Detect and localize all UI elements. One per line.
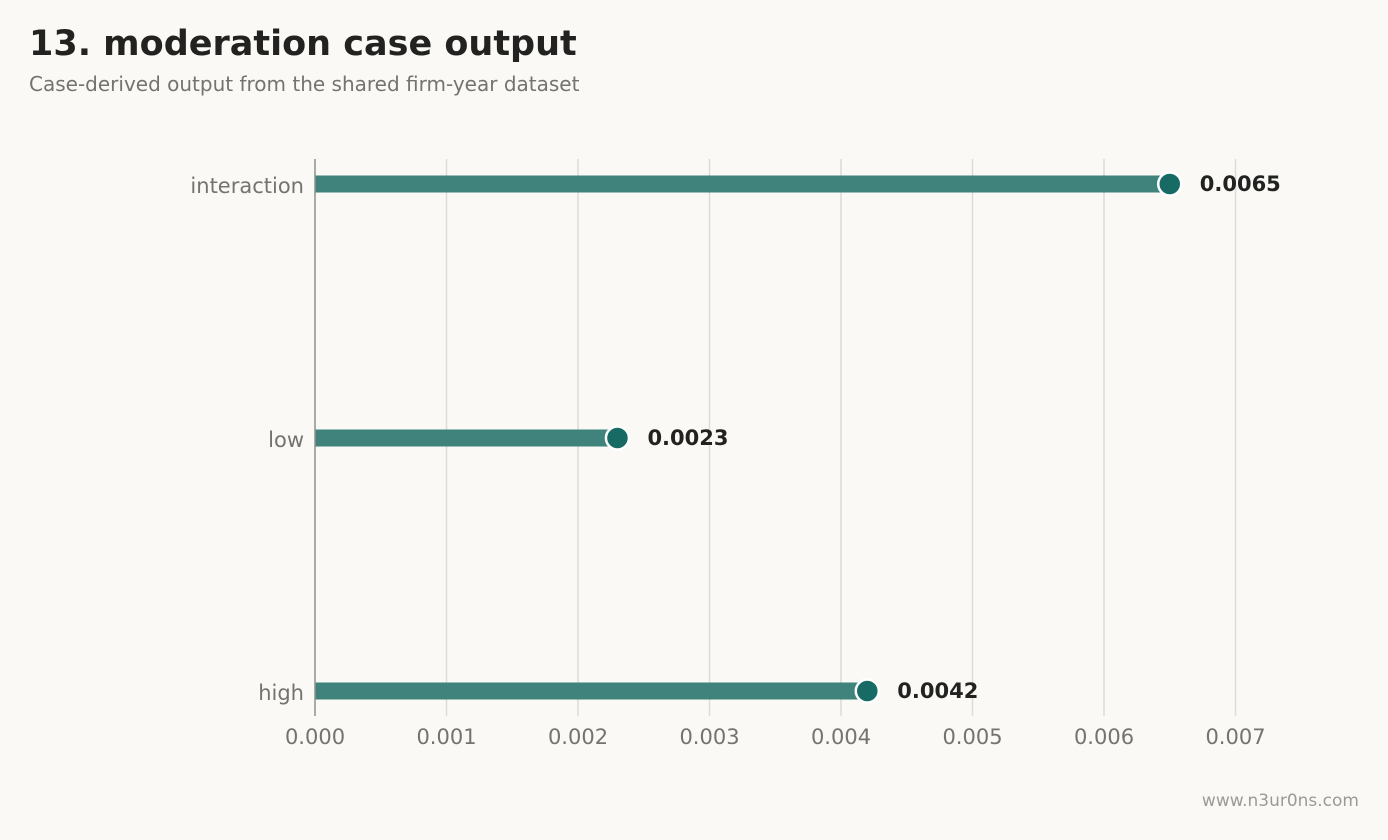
category-label-low: low bbox=[268, 428, 304, 452]
chart-title: 13. moderation case output bbox=[29, 24, 577, 64]
dot-high bbox=[854, 678, 881, 704]
watermark: www.n3ur0ns.com bbox=[1201, 791, 1359, 811]
category-labels: interaction low high bbox=[190, 174, 304, 705]
x-tick-label: 0.005 bbox=[942, 725, 1002, 749]
bar-high bbox=[315, 682, 868, 700]
grid-lines bbox=[445, 159, 1237, 716]
x-tick-label: 0.006 bbox=[1074, 725, 1134, 749]
dot-interaction bbox=[1157, 171, 1183, 197]
dot-low bbox=[604, 425, 631, 451]
x-tick-label: 0.002 bbox=[548, 725, 608, 749]
bar-low bbox=[315, 429, 618, 447]
category-label-interaction: interaction bbox=[190, 174, 304, 198]
x-tick-label: 0.000 bbox=[285, 725, 345, 749]
x-tick-label: 0.001 bbox=[416, 725, 476, 749]
category-label-high: high bbox=[258, 681, 304, 705]
x-tick-label: 0.007 bbox=[1205, 725, 1265, 749]
value-label-low: 0.0023 bbox=[647, 426, 728, 450]
value-label-high: 0.0042 bbox=[897, 679, 978, 703]
bar-interaction bbox=[315, 175, 1170, 193]
bars: 0.0065 0.0023 0.0042 bbox=[315, 171, 1281, 704]
x-tick-label: 0.003 bbox=[679, 725, 739, 749]
value-label-interaction: 0.0065 bbox=[1200, 172, 1281, 196]
x-tick-label: 0.004 bbox=[811, 725, 871, 749]
chart-subtitle: Case-derived output from the shared firm… bbox=[29, 72, 580, 96]
x-axis-tick-labels: 0.000 0.001 0.002 0.003 0.004 0.005 0.006 0.007 bbox=[285, 725, 1266, 749]
